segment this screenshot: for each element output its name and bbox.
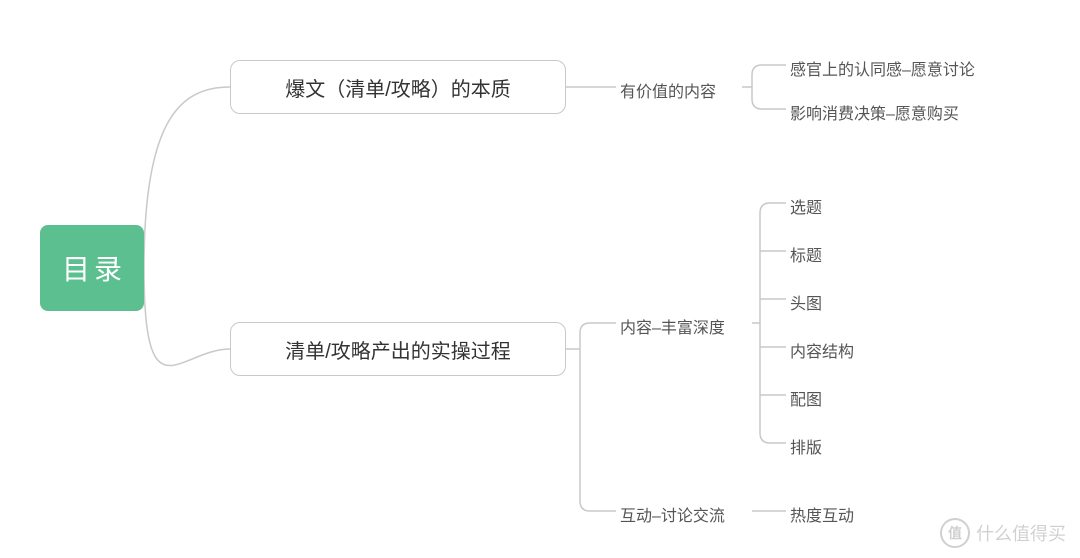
watermark: 值 什么值得买 bbox=[940, 518, 1066, 548]
leaf-node[interactable]: 配图 bbox=[790, 386, 822, 410]
leaf-node[interactable]: 排版 bbox=[790, 434, 822, 458]
leaf-label: 头图 bbox=[790, 290, 822, 314]
leaf-label: 感官上的认同感–愿意讨论 bbox=[790, 56, 975, 80]
leaf-label: 热度互动 bbox=[790, 502, 854, 526]
leaf-node[interactable]: 热度互动 bbox=[790, 502, 854, 526]
leaf-label: 内容结构 bbox=[790, 338, 854, 362]
leaf-label: 排版 bbox=[790, 434, 822, 458]
root-label: 目录 bbox=[62, 248, 126, 288]
branch-label: 爆文（清单/攻略）的本质 bbox=[285, 73, 511, 102]
branch-node-essence[interactable]: 爆文（清单/攻略）的本质 bbox=[230, 60, 566, 114]
secondary-label: 互动–讨论交流 bbox=[620, 502, 725, 526]
leaf-label: 标题 bbox=[790, 242, 822, 266]
secondary-node[interactable]: 有价值的内容 bbox=[620, 78, 716, 102]
leaf-label: 影响消费决策–愿意购买 bbox=[790, 100, 959, 124]
leaf-node[interactable]: 头图 bbox=[790, 290, 822, 314]
leaf-node[interactable]: 选题 bbox=[790, 194, 822, 218]
secondary-node[interactable]: 内容–丰富深度 bbox=[620, 314, 725, 338]
watermark-badge-icon: 值 bbox=[940, 518, 970, 548]
secondary-label: 有价值的内容 bbox=[620, 78, 716, 102]
branch-node-process[interactable]: 清单/攻略产出的实操过程 bbox=[230, 322, 566, 376]
leaf-node[interactable]: 内容结构 bbox=[790, 338, 854, 362]
watermark-text: 什么值得买 bbox=[976, 520, 1066, 546]
leaf-node[interactable]: 影响消费决策–愿意购买 bbox=[790, 100, 959, 124]
leaf-node[interactable]: 标题 bbox=[790, 242, 822, 266]
leaf-label: 选题 bbox=[790, 194, 822, 218]
mindmap-root[interactable]: 目录 bbox=[40, 225, 144, 311]
branch-label: 清单/攻略产出的实操过程 bbox=[285, 335, 511, 364]
leaf-node[interactable]: 感官上的认同感–愿意讨论 bbox=[790, 56, 975, 80]
leaf-label: 配图 bbox=[790, 386, 822, 410]
secondary-node[interactable]: 互动–讨论交流 bbox=[620, 502, 725, 526]
secondary-label: 内容–丰富深度 bbox=[620, 314, 725, 338]
